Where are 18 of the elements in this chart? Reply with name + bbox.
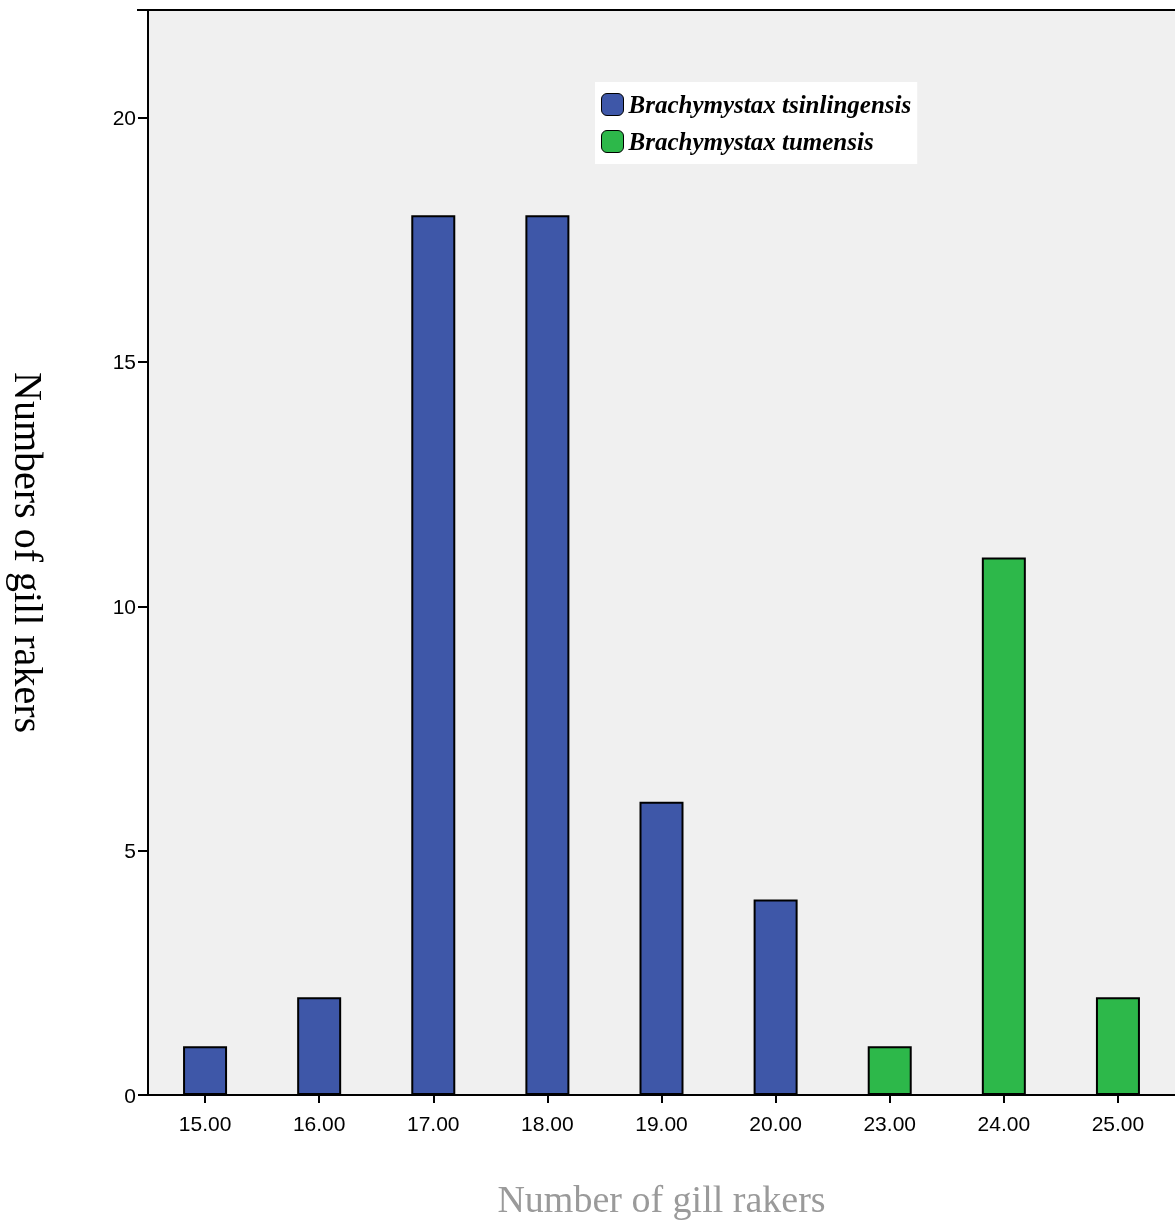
- y-tick-label: 15: [112, 350, 136, 374]
- x-tick-label: 20.00: [749, 1112, 802, 1135]
- x-axis-title: Number of gill rakers: [497, 1178, 826, 1220]
- y-axis-title: Numbers of gill rakers: [5, 371, 51, 734]
- legend-label: Brachymystax tumensis: [627, 128, 874, 155]
- y-tick-label: 0: [124, 1083, 136, 1107]
- x-tick-label: 19.00: [635, 1112, 688, 1135]
- y-tick-label: 5: [124, 839, 136, 863]
- x-tick-label: 23.00: [863, 1112, 916, 1135]
- x-tick-label: 25.00: [1091, 1112, 1145, 1135]
- y-tick-label: 10: [112, 594, 136, 618]
- x-tick-label: 17.00: [407, 1112, 460, 1135]
- y-tick-label: 20: [112, 106, 136, 130]
- x-tick-label: 24.00: [977, 1112, 1031, 1135]
- x-tick-label: 18.00: [521, 1112, 574, 1135]
- x-tick-label: 15.00: [178, 1112, 232, 1135]
- x-tick-label: 16.00: [292, 1112, 346, 1135]
- legend-label: Brachymystax tsinlingensis: [627, 91, 912, 118]
